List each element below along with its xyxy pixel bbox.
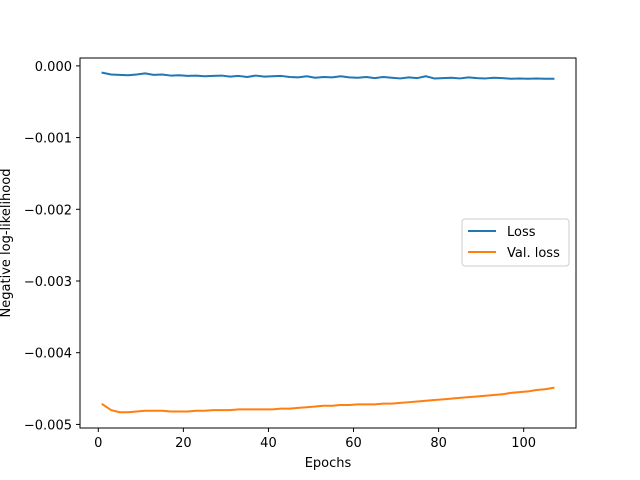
x-tick-label: 60 bbox=[345, 436, 362, 451]
y-tick-label: −0.003 bbox=[24, 275, 72, 290]
x-tick-label: 100 bbox=[511, 436, 536, 451]
x-axis-ticks: 0 20 40 60 80 100 bbox=[94, 428, 536, 451]
plot-area-frame bbox=[79, 57, 577, 429]
y-axis-ticks: 0.000 −0.001 −0.002 −0.003 −0.004 −0.005 bbox=[24, 60, 80, 433]
x-tick-label: 80 bbox=[430, 436, 447, 451]
series-line-loss bbox=[101, 71, 555, 80]
x-axis-label: Epochs bbox=[305, 456, 352, 471]
y-tick-label: −0.004 bbox=[24, 347, 72, 362]
x-tick-label: 0 bbox=[94, 436, 102, 451]
y-tick-label: −0.002 bbox=[24, 203, 72, 218]
y-tick-label: 0.000 bbox=[35, 60, 72, 75]
x-tick-label: 40 bbox=[260, 436, 277, 451]
legend-label-val-loss: Val. loss bbox=[507, 246, 560, 261]
plot-lines bbox=[101, 71, 555, 414]
y-tick-label: −0.001 bbox=[24, 132, 72, 147]
y-tick-label: −0.005 bbox=[24, 418, 72, 433]
x-tick-label: 20 bbox=[175, 436, 192, 451]
series-line-val-loss bbox=[101, 386, 555, 414]
y-axis-label: Negative log-likelihood bbox=[0, 169, 14, 318]
legend: Loss Val. loss bbox=[461, 218, 570, 267]
legend-label-loss: Loss bbox=[507, 225, 536, 240]
